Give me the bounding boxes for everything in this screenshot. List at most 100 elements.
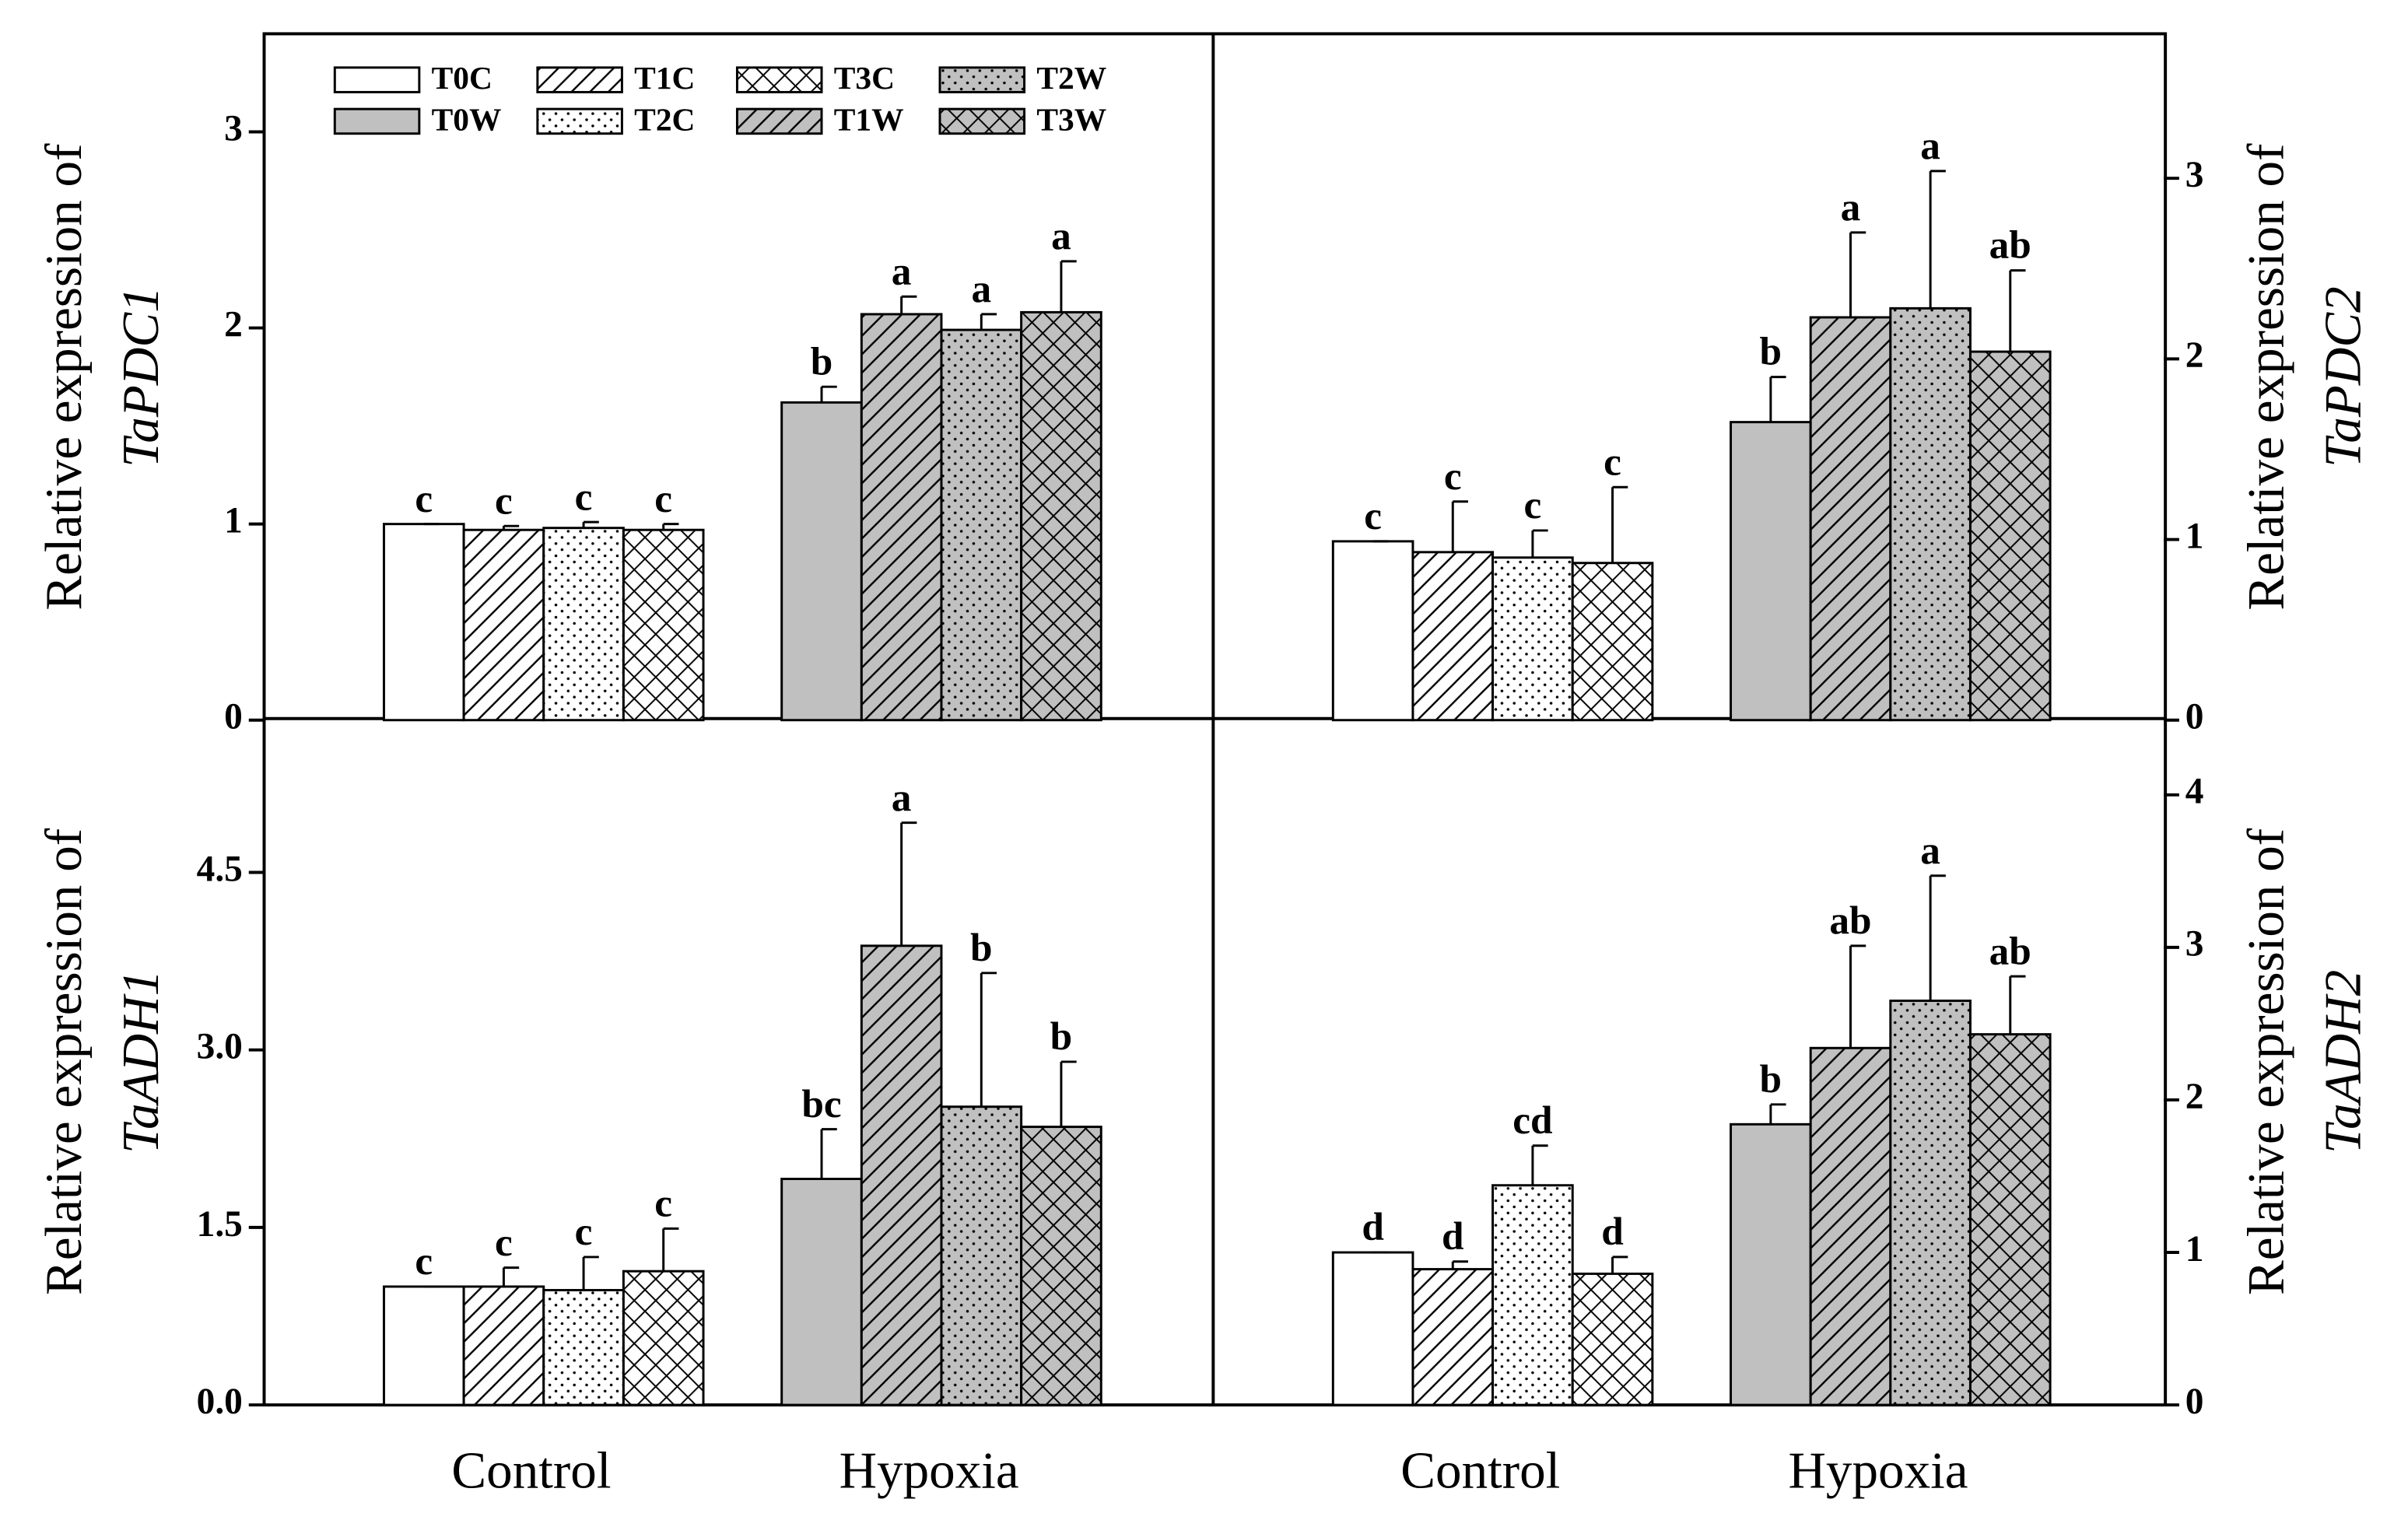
bar — [1491, 1184, 1574, 1406]
y-tick-label: 0 — [224, 697, 243, 737]
y-axis-label: Relative expression of — [2237, 828, 2295, 1295]
y-axis-label: Relative expression of — [34, 143, 93, 611]
error-bar — [662, 523, 679, 531]
significance-letter: d — [1362, 1205, 1384, 1249]
bar — [542, 527, 625, 722]
legend-swatch — [536, 66, 623, 93]
bar — [1411, 551, 1495, 722]
error-bar — [1611, 1256, 1628, 1274]
error-bar — [1929, 874, 1946, 1001]
significance-letter: d — [1442, 1214, 1464, 1259]
significance-letter: c — [415, 1239, 433, 1284]
error-bar — [820, 385, 837, 403]
y-tick-label: 2 — [2185, 335, 2204, 376]
error-bar — [1769, 1103, 1786, 1125]
significance-letter: b — [811, 339, 833, 384]
legend-label: T0W — [432, 101, 502, 137]
significance-letter: a — [892, 776, 912, 820]
bar — [382, 1285, 465, 1406]
error-bar — [1451, 1260, 1469, 1270]
significance-letter: c — [495, 478, 513, 523]
significance-letter: c — [654, 477, 672, 521]
y-tick-label: 3 — [2185, 924, 2204, 965]
bar — [1331, 540, 1414, 722]
significance-letter: a — [971, 267, 991, 311]
y-tick-label: 0.0 — [197, 1382, 243, 1422]
significance-letter: c — [1364, 494, 1382, 538]
error-bar — [1531, 529, 1548, 558]
significance-letter: cd — [1512, 1098, 1552, 1143]
error-bar — [1060, 1060, 1077, 1127]
legend-swatch — [938, 66, 1026, 93]
legend-swatch — [536, 107, 623, 135]
bar — [1020, 310, 1102, 722]
bar — [1889, 306, 1972, 722]
error-bar — [900, 295, 917, 314]
x-tick-label: Control — [451, 1441, 611, 1499]
legend-swatch — [938, 107, 1026, 135]
y-tick-label: 2 — [2185, 1077, 2204, 1117]
significance-letter: a — [1920, 124, 1940, 168]
x-tick-label: Hypoxia — [839, 1441, 1019, 1499]
bar — [1571, 562, 1654, 722]
error-bar — [1769, 376, 1786, 422]
error-bar — [1929, 170, 1946, 309]
significance-letter: c — [495, 1221, 513, 1265]
y-axis-label-gene: TaADH2 — [2313, 970, 2371, 1154]
significance-letter: a — [1841, 185, 1861, 229]
y-tick-label: 0 — [2185, 697, 2204, 737]
bar — [1491, 556, 1574, 722]
significance-letter: c — [1524, 483, 1542, 527]
y-tick-label: 3.0 — [197, 1027, 243, 1067]
significance-letter: c — [654, 1182, 672, 1226]
y-axis-label-gene: TaADH1 — [111, 970, 170, 1154]
y-axis-label-gene: TaPDC2 — [2313, 286, 2371, 468]
x-tick-label: Control — [1400, 1441, 1560, 1499]
bar — [462, 528, 545, 722]
legend-swatch — [333, 107, 421, 135]
y-tick-label: 4.5 — [197, 849, 243, 889]
y-tick-label: 3 — [224, 108, 243, 149]
y-axis-label: Relative expression of — [34, 828, 93, 1295]
error-bar — [900, 821, 917, 946]
bar — [1889, 1000, 1972, 1406]
significance-letter: c — [1604, 440, 1621, 484]
legend-label: T1C — [634, 60, 695, 96]
bar — [1020, 1126, 1102, 1406]
bar — [542, 1289, 625, 1406]
error-bar — [1849, 944, 1866, 1049]
y-tick-label: 4 — [2185, 772, 2204, 812]
error-bar — [2009, 975, 2026, 1035]
y-tick-label: 1 — [2185, 1229, 2204, 1270]
y-tick-label: 1 — [224, 501, 243, 541]
error-bar — [1611, 485, 1628, 563]
error-bar — [2009, 269, 2026, 352]
bar — [622, 1270, 705, 1406]
error-bar — [582, 520, 599, 528]
significance-letter: a — [1920, 828, 1940, 873]
bar — [940, 328, 1023, 722]
bar — [1411, 1268, 1495, 1406]
error-bar — [980, 313, 997, 331]
legend-label: T2C — [634, 101, 695, 137]
x-tick-label: Hypoxia — [1788, 1441, 1968, 1499]
error-bar — [502, 524, 520, 531]
y-axis-label: Relative expression of — [2237, 143, 2295, 611]
error-bar — [1060, 260, 1077, 313]
error-bar — [820, 1128, 837, 1179]
error-bar — [502, 1266, 520, 1287]
significance-letter: c — [575, 1210, 593, 1254]
significance-letter: c — [1444, 454, 1462, 499]
significance-letter: b — [1050, 1014, 1073, 1059]
significance-letter: b — [1760, 1057, 1782, 1101]
legend-label: T0C — [432, 60, 492, 96]
significance-letter: b — [970, 926, 993, 970]
bar — [1968, 1033, 2052, 1406]
bar — [860, 944, 943, 1406]
bar — [1968, 350, 2052, 722]
bar — [1571, 1272, 1654, 1406]
significance-letter: c — [575, 475, 593, 519]
significance-letter: a — [892, 249, 912, 293]
significance-letter: bc — [801, 1082, 841, 1126]
